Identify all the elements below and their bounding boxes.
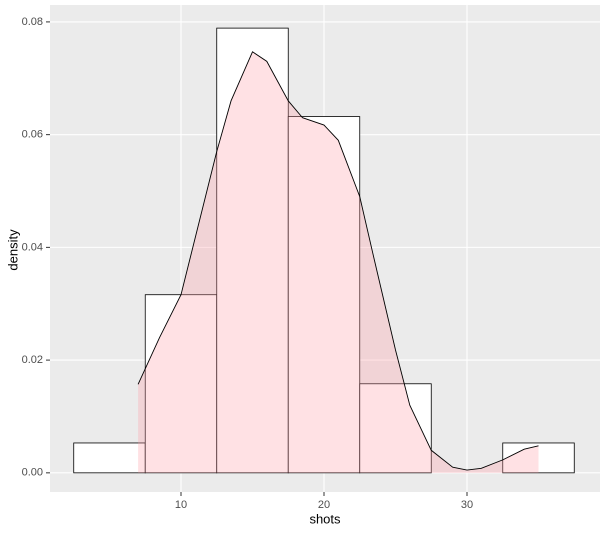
- histogram-bar: [73, 442, 146, 474]
- y-tick-label: 0.04: [22, 241, 43, 253]
- histogram-bar: [287, 116, 361, 474]
- histogram-bar: [502, 442, 575, 474]
- x-tick-label: 10: [175, 499, 187, 511]
- y-axis-title: density: [5, 229, 20, 271]
- y-tick-label: 0.06: [22, 129, 43, 141]
- y-tick-label: 0.00: [22, 467, 43, 479]
- y-tick-label: 0.08: [22, 16, 43, 28]
- x-tick-label: 30: [461, 499, 473, 511]
- density-line: [137, 51, 539, 471]
- x-tick-label: 20: [318, 499, 330, 511]
- y-tick-label: 0.02: [22, 354, 43, 366]
- histogram-bar: [359, 383, 432, 474]
- histogram-bar: [216, 27, 289, 474]
- x-axis-title: shots: [309, 511, 341, 526]
- density-area: [138, 51, 539, 473]
